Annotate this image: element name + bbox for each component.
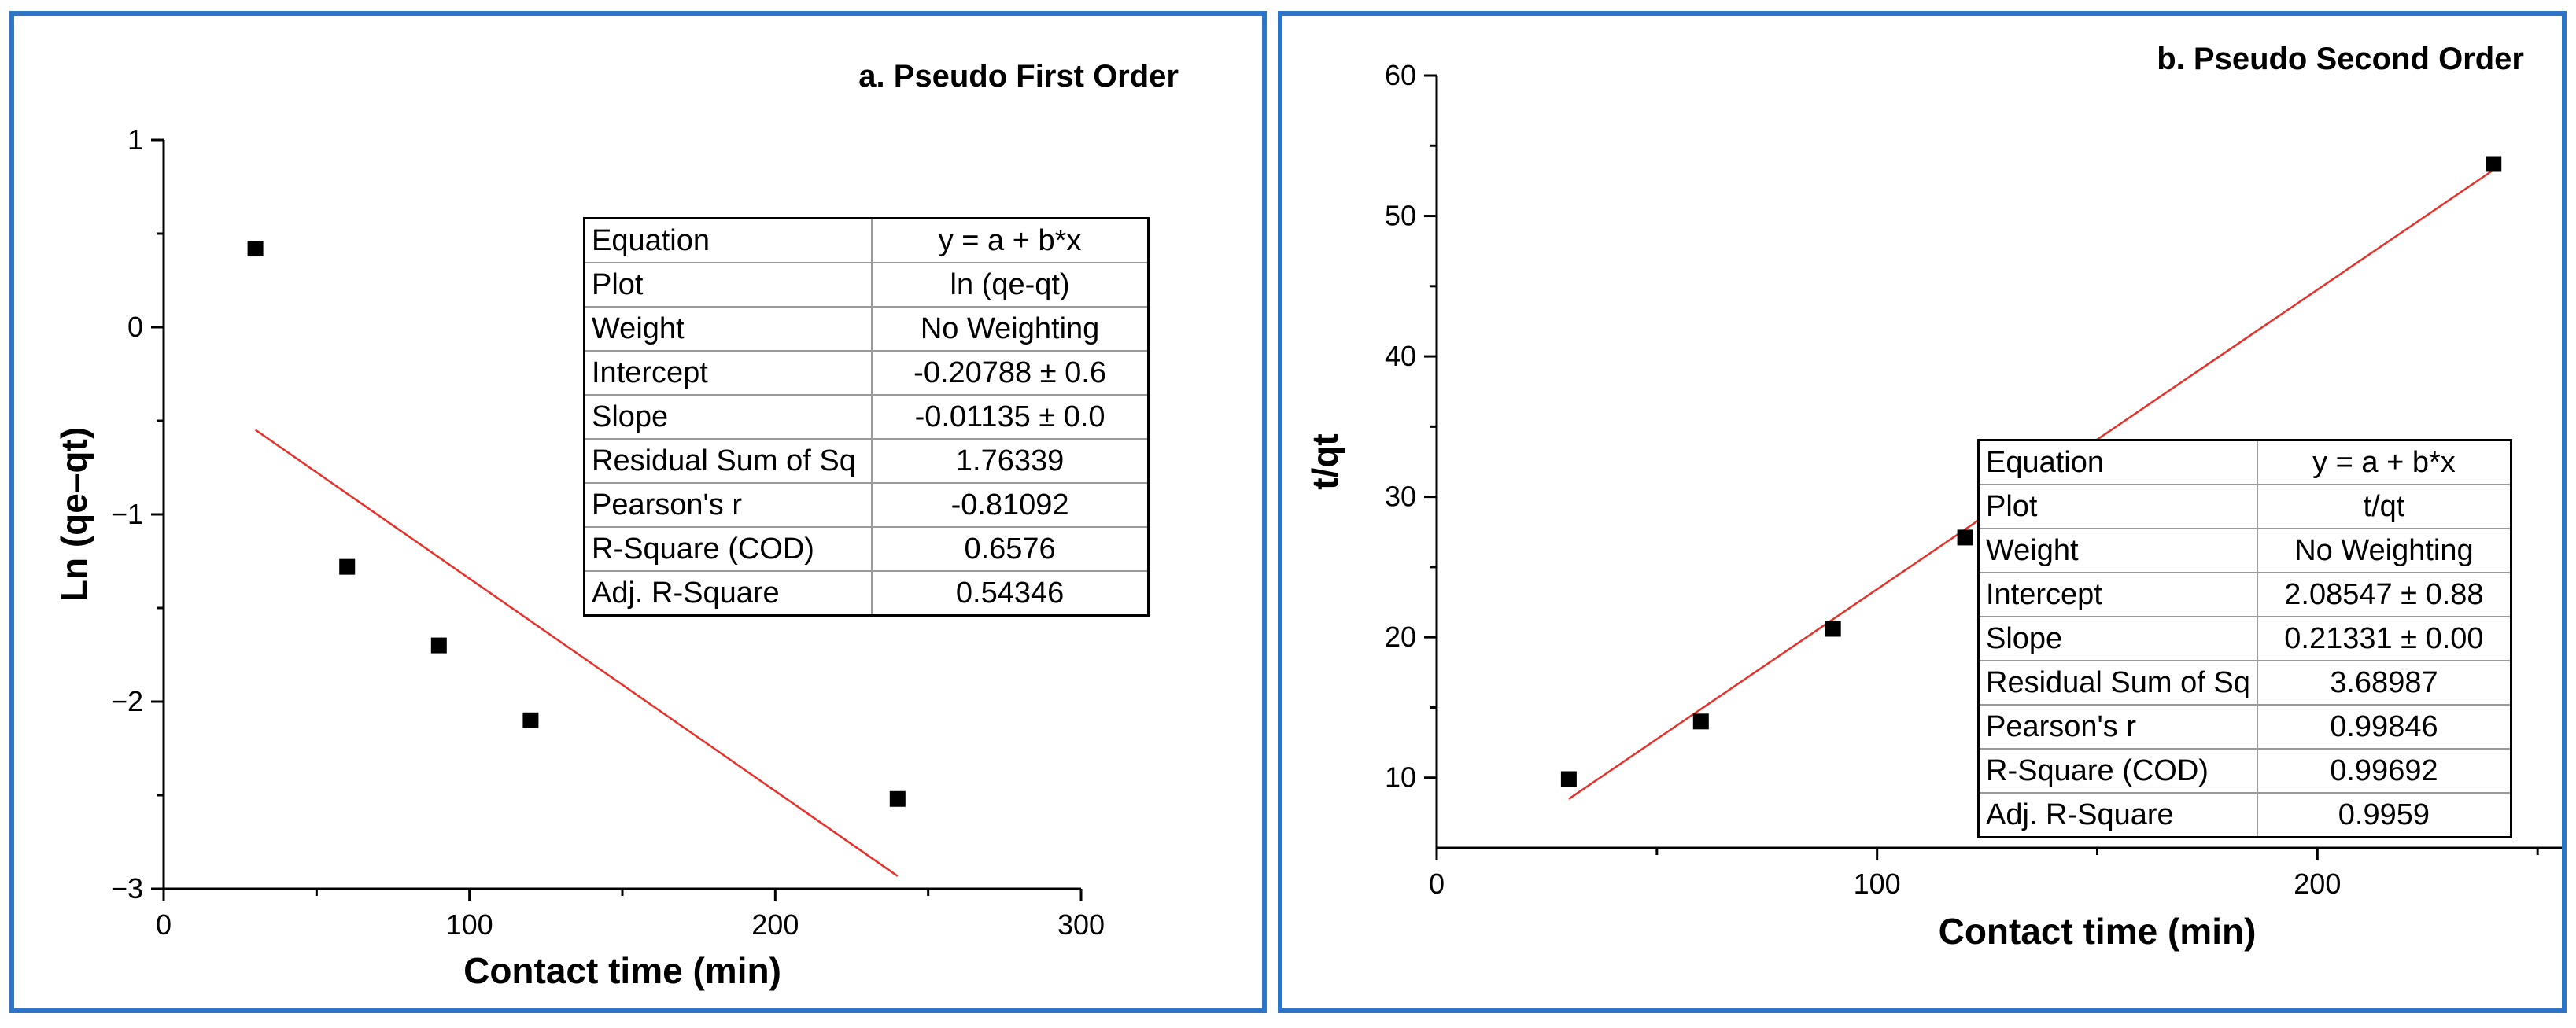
chart-a-x-tick-label: 100 bbox=[446, 908, 493, 941]
chart-a-stats-row: R-Square (COD) 0.6576 bbox=[583, 526, 1150, 572]
chart-b-plot: b. Pseudo Second Order010020030010203040… bbox=[1305, 42, 2562, 952]
chart-b-x-tick-label: 200 bbox=[2294, 868, 2341, 900]
chart-a-x-tick-label: 300 bbox=[1057, 908, 1105, 941]
chart-a-stats-value: ln (qe-qt) bbox=[871, 262, 1150, 308]
chart-a-stats-value: 0.6576 bbox=[871, 526, 1150, 572]
chart-a-x-axis-title: Contact time (min) bbox=[463, 950, 781, 991]
chart-a-stats-label: Residual Sum of Sq bbox=[583, 438, 873, 484]
chart-b-stats-value: 0.99692 bbox=[2256, 748, 2512, 794]
chart-b-stats-row: Plot t/qt bbox=[1977, 484, 2512, 529]
chart-b-stats-value: 2.08547 ± 0.88 bbox=[2256, 572, 2512, 617]
chart-b-stats-value: 3.68987 bbox=[2256, 660, 2512, 706]
chart-a-stats-value: y = a + b*x bbox=[871, 217, 1150, 263]
chart-panel-pseudo-first-order: a. Pseudo First Order 0 100 200 300 −3 −2 −1 0 1 C… bbox=[9, 11, 1267, 1013]
chart-b-stats-label: Adj. R-Square bbox=[1977, 792, 2258, 838]
chart-a-stats-label: Plot bbox=[583, 262, 873, 308]
chart-b-stats-label: Weight bbox=[1977, 528, 2258, 573]
chart-b-data-point bbox=[2486, 156, 2502, 172]
chart-b-data-point bbox=[1560, 771, 1577, 787]
chart-a-stats-value: 1.76339 bbox=[871, 438, 1150, 484]
chart-b-stats-value: 0.21331 ± 0.00 bbox=[2256, 616, 2512, 661]
chart-b-stats-value: 0.9959 bbox=[2256, 792, 2512, 838]
chart-a-data-point bbox=[339, 558, 356, 575]
chart-a-stats-label: Weight bbox=[583, 306, 873, 352]
chart-b-stats-row: Weight No Weighting bbox=[1977, 528, 2512, 573]
chart-panel-pseudo-second-order: b. Pseudo Second Order010020030010203040… bbox=[1278, 11, 2567, 1013]
chart-a-y-tick-label: −1 bbox=[111, 498, 143, 530]
chart-b-y-tick-label: 20 bbox=[1385, 621, 1416, 653]
chart-b-stats-value: t/qt bbox=[2256, 484, 2512, 529]
chart-b-stats-label: Intercept bbox=[1977, 572, 2258, 617]
chart-b-stats-value: No Weighting bbox=[2256, 528, 2512, 573]
chart-b-data-point bbox=[1692, 713, 1709, 730]
chart-a-x-tick-label: 0 bbox=[156, 908, 172, 941]
chart-b-stats-row: Equation y = a + b*x bbox=[1977, 439, 2512, 485]
chart-b-stats-row: R-Square (COD) 0.99692 bbox=[1977, 748, 2512, 794]
chart-a-stats-value: -0.81092 bbox=[871, 482, 1150, 528]
chart-b-stats-label: R-Square (COD) bbox=[1977, 748, 2258, 794]
chart-b-stats-label: Equation bbox=[1977, 439, 2258, 485]
chart-a-stats-label: R-Square (COD) bbox=[583, 526, 873, 572]
chart-a-y-tick-label: −2 bbox=[111, 685, 143, 717]
chart-a-stats-table: Equation y = a + b*x Plot ln (qe-qt) Weight N… bbox=[583, 217, 1150, 617]
chart-a-stats-row: Adj. R-Square 0.54346 bbox=[583, 570, 1150, 617]
chart-b-data-point bbox=[1957, 529, 1973, 546]
chart-b-stats-label: Pearson's r bbox=[1977, 704, 2258, 750]
chart-a-stats-label: Pearson's r bbox=[583, 482, 873, 528]
chart-b-stats-value: 0.99846 bbox=[2256, 704, 2512, 750]
chart-a-stats-label: Intercept bbox=[583, 350, 873, 396]
chart-a-stats-value: -0.20788 ± 0.6 bbox=[871, 350, 1150, 396]
chart-a-stats-row: Intercept -0.20788 ± 0.6 bbox=[583, 350, 1150, 396]
chart-a-data-point bbox=[430, 637, 447, 654]
chart-a-y-axis-title: Ln (qe–qt) bbox=[54, 427, 94, 602]
chart-b-x-tick-label: 100 bbox=[1854, 868, 1901, 900]
chart-b-y-axis-title: t/qt bbox=[1305, 433, 1345, 490]
chart-b-stats-row: Slope 0.21331 ± 0.00 bbox=[1977, 616, 2512, 661]
chart-b-stats-label: Slope bbox=[1977, 616, 2258, 661]
chart-a-y-tick-label: 0 bbox=[127, 311, 143, 343]
chart-b-y-tick-label: 60 bbox=[1385, 59, 1416, 91]
chart-a-title: a. Pseudo First Order bbox=[858, 59, 1179, 94]
chart-a-data-point bbox=[522, 712, 539, 728]
chart-a-stats-row: Weight No Weighting bbox=[583, 306, 1150, 352]
chart-b-y-tick-label: 30 bbox=[1385, 481, 1416, 513]
chart-a-stats-row: Residual Sum of Sq 1.76339 bbox=[583, 438, 1150, 484]
chart-a-fit-line bbox=[254, 429, 899, 877]
chart-b-x-axis-title: Contact time (min) bbox=[1939, 911, 2257, 952]
chart-b-stats-table: Equation y = a + b*x Plot t/qt Weight No Weig… bbox=[1977, 439, 2512, 838]
chart-b-data-point bbox=[1825, 621, 1841, 637]
chart-b-x-tick-label: 0 bbox=[1429, 868, 1445, 900]
chart-a-y-tick-label: 1 bbox=[127, 123, 143, 156]
chart-a-plot: a. Pseudo First Order 0 100 200 300 −3 −2 −1 0 1 C… bbox=[54, 59, 1179, 991]
chart-a-y-tick-label: −3 bbox=[111, 872, 143, 905]
chart-a-x-tick-label: 200 bbox=[751, 908, 799, 941]
chart-b-stats-label: Residual Sum of Sq bbox=[1977, 660, 2258, 706]
chart-a-stats-value: -0.01135 ± 0.0 bbox=[871, 394, 1150, 440]
chart-a-data-point bbox=[247, 241, 264, 257]
chart-b-stats-row: Residual Sum of Sq 3.68987 bbox=[1977, 660, 2512, 706]
chart-a-data-point bbox=[889, 790, 906, 807]
chart-b-stats-row: Adj. R-Square 0.9959 bbox=[1977, 792, 2512, 838]
chart-a-stats-row: Pearson's r -0.81092 bbox=[583, 482, 1150, 528]
chart-a-stats-label: Adj. R-Square bbox=[583, 570, 873, 617]
chart-a-stats-value: No Weighting bbox=[871, 306, 1150, 352]
chart-a-stats-row: Equation y = a + b*x bbox=[583, 217, 1150, 263]
chart-b-stats-value: y = a + b*x bbox=[2256, 439, 2512, 485]
chart-a-stats-row: Plot ln (qe-qt) bbox=[583, 262, 1150, 308]
chart-a-stats-label: Equation bbox=[583, 217, 873, 263]
chart-b-stats-row: Pearson's r 0.99846 bbox=[1977, 704, 2512, 750]
chart-a-stats-row: Slope -0.01135 ± 0.0 bbox=[583, 394, 1150, 440]
chart-b-title: b. Pseudo Second Order bbox=[2157, 42, 2524, 76]
chart-b-stats-row: Intercept 2.08547 ± 0.88 bbox=[1977, 572, 2512, 617]
chart-b-y-tick-label: 50 bbox=[1385, 200, 1416, 232]
chart-a-stats-value: 0.54346 bbox=[871, 570, 1150, 617]
chart-a-stats-label: Slope bbox=[583, 394, 873, 440]
chart-b-stats-label: Plot bbox=[1977, 484, 2258, 529]
chart-b-y-tick-label: 10 bbox=[1385, 761, 1416, 794]
chart-b-y-tick-label: 40 bbox=[1385, 340, 1416, 372]
